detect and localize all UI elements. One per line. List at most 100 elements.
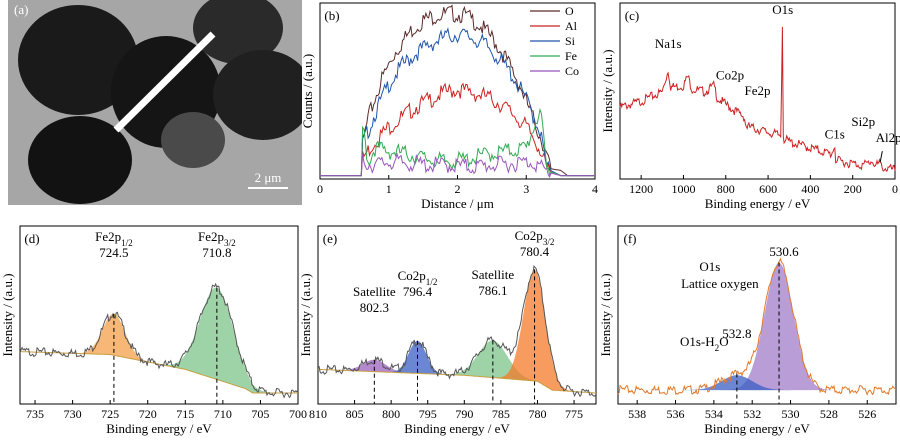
peak-label: Na1s xyxy=(655,36,682,51)
x-tick-label: 534 xyxy=(705,407,723,421)
series-line-Co xyxy=(320,152,595,178)
peak-label: Al2p xyxy=(876,130,900,145)
series-line-O xyxy=(320,4,595,177)
tem-image: 2 μm (a) xyxy=(8,0,302,205)
x-tick-label: 725 xyxy=(101,407,119,421)
panel-label: (f) xyxy=(624,231,637,246)
legend-label: Al xyxy=(565,19,578,33)
y-axis-label: Intensity / (a.u.) xyxy=(298,273,313,356)
fitted-peak-area xyxy=(618,375,896,391)
chart-f: 538 536 534 532 530 528 526 Binding energy / eV… xyxy=(598,225,897,436)
x-tick-label: 780 xyxy=(528,407,546,421)
peak-label: Co2p1/2 xyxy=(398,268,438,287)
x-tick-label: 805 xyxy=(346,407,364,421)
panel-label-a: (a) xyxy=(14,2,28,17)
particle xyxy=(161,112,225,168)
legend-label: Fe xyxy=(565,49,577,63)
legend-label: O xyxy=(565,4,574,18)
peak-value: 710.8 xyxy=(202,245,231,260)
legend-label: Co xyxy=(565,64,579,78)
particle xyxy=(18,5,138,115)
plot-frame xyxy=(19,225,299,405)
x-tick-label: 1200 xyxy=(629,182,653,196)
peak-label: Satellite xyxy=(472,267,515,282)
peak-label: O1s xyxy=(772,2,793,17)
x-tick-label: 4 xyxy=(592,182,598,196)
particle xyxy=(193,0,283,64)
x-axis-label: Binding energy / eV xyxy=(704,421,810,436)
peak-value: 802.3 xyxy=(360,300,389,315)
al2p-arrow xyxy=(879,151,883,163)
peak-value: 724.5 xyxy=(99,245,128,260)
x-tick-label: 705 xyxy=(251,407,269,421)
chart-d: 735 730 725 720 715 710 705 700 Binding energy /… xyxy=(0,225,307,436)
panel-label: (d) xyxy=(24,231,39,246)
series-line-Si xyxy=(320,26,595,177)
peak-label: C1s xyxy=(825,127,845,142)
panel-label: (c) xyxy=(625,8,639,23)
y-axis-label: Intensity / (a.u.) xyxy=(600,49,615,132)
x-tick-label: 785 xyxy=(492,407,510,421)
peak-value: 780.4 xyxy=(520,244,550,259)
x-tick-label: 795 xyxy=(419,407,437,421)
chart-c: 1200 1000 800 600 400 200 0 Binding energy / eV… xyxy=(600,2,900,211)
x-tick-label: 0 xyxy=(892,182,898,196)
fitted-peak-area xyxy=(318,270,596,393)
y-axis-label: Counts / (a.u.) xyxy=(300,54,315,128)
fitted-peak-area xyxy=(20,287,298,393)
x-tick-label: 800 xyxy=(382,407,400,421)
survey-spectrum-line xyxy=(619,26,896,173)
x-tick-label: 530 xyxy=(782,407,800,421)
peak-label: Satellite xyxy=(353,284,396,299)
particle xyxy=(213,50,302,140)
fitted-peak-area xyxy=(618,262,896,391)
raw-spectrum-line xyxy=(19,282,299,399)
panel-label: (e) xyxy=(323,231,337,246)
y-axis-label: Intensity / (a.u.) xyxy=(598,273,613,356)
raw-spectrum-line xyxy=(317,264,597,398)
x-tick-label: 600 xyxy=(759,182,777,196)
x-tick-label: 532 xyxy=(743,407,761,421)
peak-value: 796.4 xyxy=(403,284,433,299)
chart-e: 810 805 800 795 790 785 780 775 Binding energy /… xyxy=(298,225,597,436)
background-line xyxy=(20,351,298,394)
peak-label: Co2p xyxy=(716,67,744,82)
peak-label: Lattice oxygen xyxy=(681,276,759,291)
scale-bar-label: 2 μm xyxy=(255,170,282,185)
x-axis-label: Binding energy / eV xyxy=(106,421,212,436)
peak-label: Si2p xyxy=(851,114,875,129)
x-tick-label: 536 xyxy=(667,407,685,421)
x-tick-label: 400 xyxy=(801,182,819,196)
plot-frame xyxy=(619,2,896,180)
x-tick-label: 3 xyxy=(523,182,529,196)
x-tick-label: 720 xyxy=(139,407,157,421)
x-tick-label: 1000 xyxy=(671,182,695,196)
peak-label: Fe2p1/2 xyxy=(95,229,133,248)
x-tick-label: 735 xyxy=(26,407,44,421)
x-axis-label: Binding energy / eV xyxy=(705,196,811,211)
x-tick-label: 0 xyxy=(317,182,323,196)
peak-value: 532.8 xyxy=(722,326,751,341)
x-axis-label: Distance / μm xyxy=(421,196,494,211)
background-line xyxy=(318,368,596,394)
peak-label: O1s-H2O xyxy=(680,334,729,353)
peak-label: Co2p3/2 xyxy=(515,228,555,247)
series-line-Fe xyxy=(320,107,595,177)
particle xyxy=(28,116,132,204)
x-tick-label: 700 xyxy=(289,407,307,421)
y-axis-label: Intensity / (a.u.) xyxy=(0,273,15,356)
peak-label: Fe2p xyxy=(745,83,771,98)
chart-b: 0 1 2 3 4 Distance / μm Counts / (a.u.) (b) OAlS… xyxy=(300,2,598,211)
x-tick-label: 790 xyxy=(455,407,473,421)
x-tick-label: 730 xyxy=(64,407,82,421)
peak-value: 530.6 xyxy=(769,244,799,259)
raw-spectrum-line xyxy=(617,257,897,396)
x-axis-label: Binding energy / eV xyxy=(404,421,510,436)
x-tick-label: 2 xyxy=(455,182,461,196)
x-tick-label: 715 xyxy=(176,407,194,421)
peak-label: O1s xyxy=(699,259,720,274)
peak-value: 786.1 xyxy=(478,283,507,298)
legend-label: Si xyxy=(565,34,576,48)
x-tick-label: 200 xyxy=(844,182,862,196)
